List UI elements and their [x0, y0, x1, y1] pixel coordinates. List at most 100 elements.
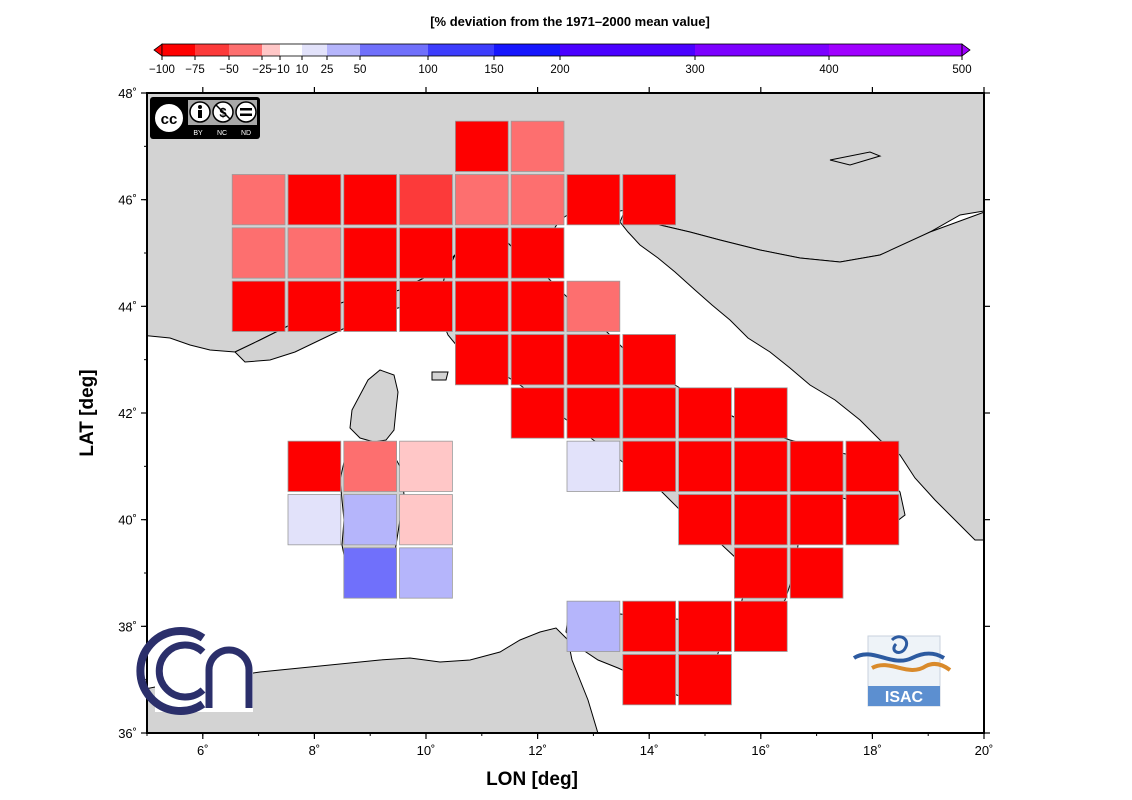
cc-license-badge: cc $ BY NC ND — [150, 97, 260, 139]
grid-cell — [734, 387, 788, 439]
grid-cell — [845, 494, 900, 546]
cnr-arc-outer — [136, 627, 206, 715]
grid-cell — [734, 600, 788, 652]
x-tick-label: 16˚ — [751, 743, 770, 758]
isac-logo: ISAC — [852, 635, 952, 707]
x-tick-label: 18˚ — [863, 743, 882, 758]
isac-label: ISAC — [885, 689, 924, 706]
y-axis: 36˚ 38˚ 40˚ 42˚ 44˚ 46˚ 48˚ — [118, 86, 990, 741]
grid-cell — [678, 494, 732, 546]
colorbar: [% deviation from the 1971–2000 mean val… — [149, 14, 972, 76]
colorbar-swatch — [195, 44, 229, 56]
grid-cell — [510, 387, 565, 439]
grid-cell — [789, 547, 844, 599]
grid-cell — [231, 227, 286, 279]
grid-cell — [510, 227, 565, 279]
x-tick-label: 20˚ — [975, 743, 994, 758]
y-axis-title: LAT [deg] — [77, 369, 98, 456]
by-icon-head — [198, 105, 202, 109]
cnr-arc-inner — [155, 641, 206, 701]
land-north-africa — [147, 627, 599, 733]
colorbar-over-arrow — [961, 43, 971, 57]
x-tick-label: 14˚ — [640, 743, 659, 758]
x-axis: 6˚ 8˚ 10˚ 12˚ 14˚ 16˚ 18˚ 20˚ — [146, 87, 994, 758]
grid-cell — [566, 600, 621, 652]
nd-icon — [235, 101, 257, 123]
grid-cell — [789, 494, 844, 546]
grid-cell — [343, 547, 397, 599]
grid-cell — [287, 280, 342, 332]
x-tick-label: 12˚ — [528, 743, 547, 758]
colorbar-title: [% deviation from the 1971–2000 mean val… — [430, 14, 710, 29]
colorbar-tick-label: −25 — [252, 64, 272, 76]
colorbar-swatch — [829, 44, 962, 56]
grid-cell — [287, 227, 342, 279]
grid-cell — [566, 174, 621, 226]
data-cells — [231, 120, 900, 706]
grid-cell — [287, 440, 342, 492]
nc-icon-slash — [215, 104, 231, 120]
grid-cell — [231, 174, 286, 226]
cc-icon — [153, 102, 185, 134]
colorbar-tick-label: 100 — [418, 64, 437, 76]
grid-cell — [454, 174, 509, 226]
x-tick-label: 8˚ — [309, 743, 321, 758]
y-tick-label: 36˚ — [118, 726, 137, 741]
grid-cell — [510, 280, 565, 332]
colorbar-tick-label: −10 — [270, 64, 290, 76]
grid-cell — [566, 440, 621, 492]
grid-cell — [343, 440, 397, 492]
cc-label-by: BY — [193, 130, 203, 137]
colorbar-swatch — [302, 44, 327, 56]
colorbar-tick-label: 300 — [685, 64, 704, 76]
nd-icon-bar-top — [240, 108, 252, 111]
grid-cell — [343, 280, 397, 332]
colorbar-swatch — [229, 44, 262, 56]
colorbar-ticks: −100 −75 −50 −25−10 10 25 50 100 150 200 300 400 500 — [149, 56, 972, 76]
grid-cell — [566, 334, 621, 386]
grid-cell — [287, 494, 342, 546]
colorbar-tick-label: −100 — [149, 64, 175, 76]
grid-cell — [678, 387, 732, 439]
grid-cell — [622, 334, 676, 386]
colorbar-tick-label: 150 — [484, 64, 503, 76]
grid-cell — [454, 120, 509, 172]
colorbar-under-arrow — [153, 43, 163, 57]
grid-cell — [510, 334, 565, 386]
grid-cell — [566, 387, 621, 439]
grid-cell — [622, 440, 676, 492]
isac-wave-blue — [852, 651, 946, 663]
grid-cell — [566, 280, 621, 332]
colorbar-tick-label: 10 — [296, 64, 309, 76]
colorbar-tick-label: 200 — [550, 64, 569, 76]
cnr-logo — [136, 627, 253, 715]
grid-cell — [789, 440, 844, 492]
grid-cell — [399, 440, 453, 492]
y-tick-label: 38˚ — [118, 619, 137, 634]
y-tick-label: 44˚ — [118, 299, 137, 314]
grid-cell — [678, 654, 732, 706]
colorbar-swatch — [428, 44, 494, 56]
grid-cell — [287, 174, 342, 226]
cnr-logo-background — [155, 630, 253, 712]
nd-icon-bar-bottom — [240, 113, 252, 116]
colorbar-swatch — [494, 44, 560, 56]
isac-label-band — [868, 686, 940, 706]
land-crete-fragment — [829, 151, 882, 166]
cc-label-nc: NC — [217, 130, 227, 137]
colorbar-tick-label: 25 — [321, 64, 334, 76]
colorbar-tick-label: −50 — [219, 64, 239, 76]
grid-cell — [678, 600, 732, 652]
grid-cell — [845, 440, 900, 492]
grid-cell — [734, 440, 788, 492]
colorbar-swatch — [327, 44, 360, 56]
x-tick-label: 10˚ — [417, 743, 436, 758]
colorbar-swatch — [162, 44, 195, 56]
grid-cell — [622, 174, 676, 226]
x-tick-label: 6˚ — [197, 743, 209, 758]
colorbar-tick-label: 400 — [819, 64, 838, 76]
x-axis-title: LON [deg] — [486, 769, 578, 790]
cc-icon-text: cc — [161, 111, 178, 128]
grid-cell — [399, 174, 453, 226]
colorbar-swatches — [153, 43, 971, 57]
